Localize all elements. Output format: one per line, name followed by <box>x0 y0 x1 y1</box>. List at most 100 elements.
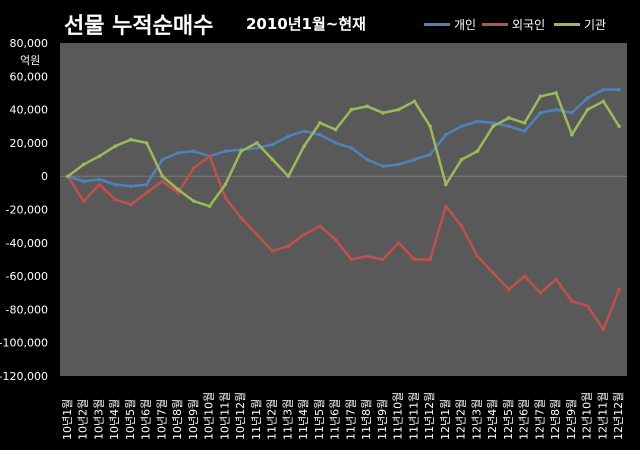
legend-label-individual: 개인 <box>454 18 477 32</box>
x-tick-label: 12년2월 <box>455 399 468 440</box>
series-2-point <box>81 162 86 167</box>
series-1-point <box>302 232 306 237</box>
series-0-point <box>81 179 86 183</box>
legend-label-institution: 기관 <box>584 18 607 32</box>
series-1-point <box>192 166 196 170</box>
x-tick-label: 11년5월 <box>313 399 326 440</box>
y-tick-label: 40,000 <box>10 104 49 117</box>
x-tick-label: 12년4월 <box>486 399 499 440</box>
series-0-point <box>570 111 574 115</box>
series-2-point <box>570 132 574 137</box>
series-0-point <box>365 157 369 162</box>
series-2-point <box>617 124 621 129</box>
series-2-point <box>66 174 70 178</box>
x-tick-label: 10년10월 <box>203 392 216 440</box>
series-1-point <box>365 254 369 258</box>
x-tick-label: 10년2월 <box>77 399 90 440</box>
series-2-point <box>144 141 149 145</box>
chart-subtitle: 2010년1월~현재 <box>246 15 366 33</box>
x-tick-label: 11년9월 <box>376 399 389 440</box>
series-line-2 <box>67 91 621 208</box>
x-tick-label: 10년6월 <box>140 399 153 440</box>
y-tick-label: 20,000 <box>10 137 49 150</box>
series-0-point <box>302 129 306 134</box>
legend-swatch-foreign <box>482 23 508 26</box>
series-0-point <box>270 142 275 147</box>
series-2-point <box>475 149 480 154</box>
series-0-point <box>459 124 464 129</box>
legend-item-institution: 기관 <box>554 16 606 33</box>
series-1-point <box>396 241 401 245</box>
legend-swatch-institution <box>554 23 580 26</box>
plot-area <box>60 43 627 376</box>
x-tick-label: 12년1월 <box>439 399 452 440</box>
x-tick-label: 10년3월 <box>92 399 105 440</box>
series-0-point <box>507 124 511 129</box>
y-tick-label: -80,000 <box>6 303 48 316</box>
series-2-point <box>554 91 558 95</box>
series-2-point <box>349 107 354 112</box>
series-1-point <box>585 304 590 308</box>
series-2-point <box>601 99 606 104</box>
series-2-point <box>381 111 385 115</box>
y-axis-unit-label: 억원 <box>20 54 41 67</box>
x-tick-label: 11년3월 <box>281 399 294 440</box>
series-1-point <box>349 257 354 262</box>
series-0-point <box>585 96 590 100</box>
series-0-point <box>617 87 621 92</box>
series-2-point <box>522 121 527 125</box>
x-tick-label: 10년9월 <box>187 399 200 440</box>
series-1-point <box>444 204 448 208</box>
y-tick-label: -60,000 <box>6 270 48 283</box>
series-2-point <box>255 141 259 145</box>
series-0-point <box>428 152 432 157</box>
legend-label-foreign: 외국인 <box>512 18 546 32</box>
series-1-point <box>81 199 86 203</box>
series-1-point <box>538 290 543 295</box>
series-1-point <box>144 191 149 195</box>
series-1-point <box>333 237 338 242</box>
x-tick-label: 11년12월 <box>423 392 436 440</box>
series-0-point <box>475 119 480 124</box>
series-2-point <box>129 137 133 142</box>
series-1-point <box>270 249 275 253</box>
series-2-point <box>160 174 165 178</box>
x-tick-label: 10년12월 <box>234 392 247 440</box>
series-0-point <box>144 182 149 187</box>
series-1-point <box>475 254 480 258</box>
x-tick-label: 11년11월 <box>407 392 420 440</box>
series-0-point <box>491 121 495 125</box>
series-2-point <box>396 107 401 112</box>
series-1-point <box>129 202 133 207</box>
x-tick-label: 10년4월 <box>108 399 121 440</box>
series-2-point <box>365 104 369 109</box>
x-tick-label: 12년6월 <box>518 399 531 440</box>
series-0-point <box>176 151 180 155</box>
x-tick-label: 10년5월 <box>124 399 137 440</box>
x-tick-label: 12년9월 <box>565 399 578 440</box>
x-tick-label: 10년8월 <box>171 399 184 440</box>
x-tick-label: 10년11월 <box>218 392 231 440</box>
series-1-point <box>601 327 606 332</box>
series-0-point <box>601 87 606 92</box>
series-0-point <box>192 149 196 154</box>
x-tick-label: 10년7월 <box>155 399 168 440</box>
series-0-point <box>255 146 259 150</box>
series-1-point <box>459 224 464 228</box>
series-1-point <box>207 154 212 159</box>
series-0-point <box>412 157 417 162</box>
series-2-point <box>270 157 275 162</box>
series-2-point <box>97 154 102 159</box>
x-tick-label: 11년8월 <box>360 399 373 440</box>
x-tick-label: 12년12월 <box>612 392 625 440</box>
series-2-point <box>318 121 322 125</box>
series-1-point <box>507 287 511 292</box>
series-0-point <box>396 162 401 167</box>
series-0-point <box>113 182 117 187</box>
y-tick-label: 0 <box>41 170 48 183</box>
legend-swatch-individual <box>424 23 450 26</box>
series-2-point <box>113 144 117 149</box>
series-line-1 <box>66 154 621 331</box>
series-1-point <box>522 274 527 278</box>
